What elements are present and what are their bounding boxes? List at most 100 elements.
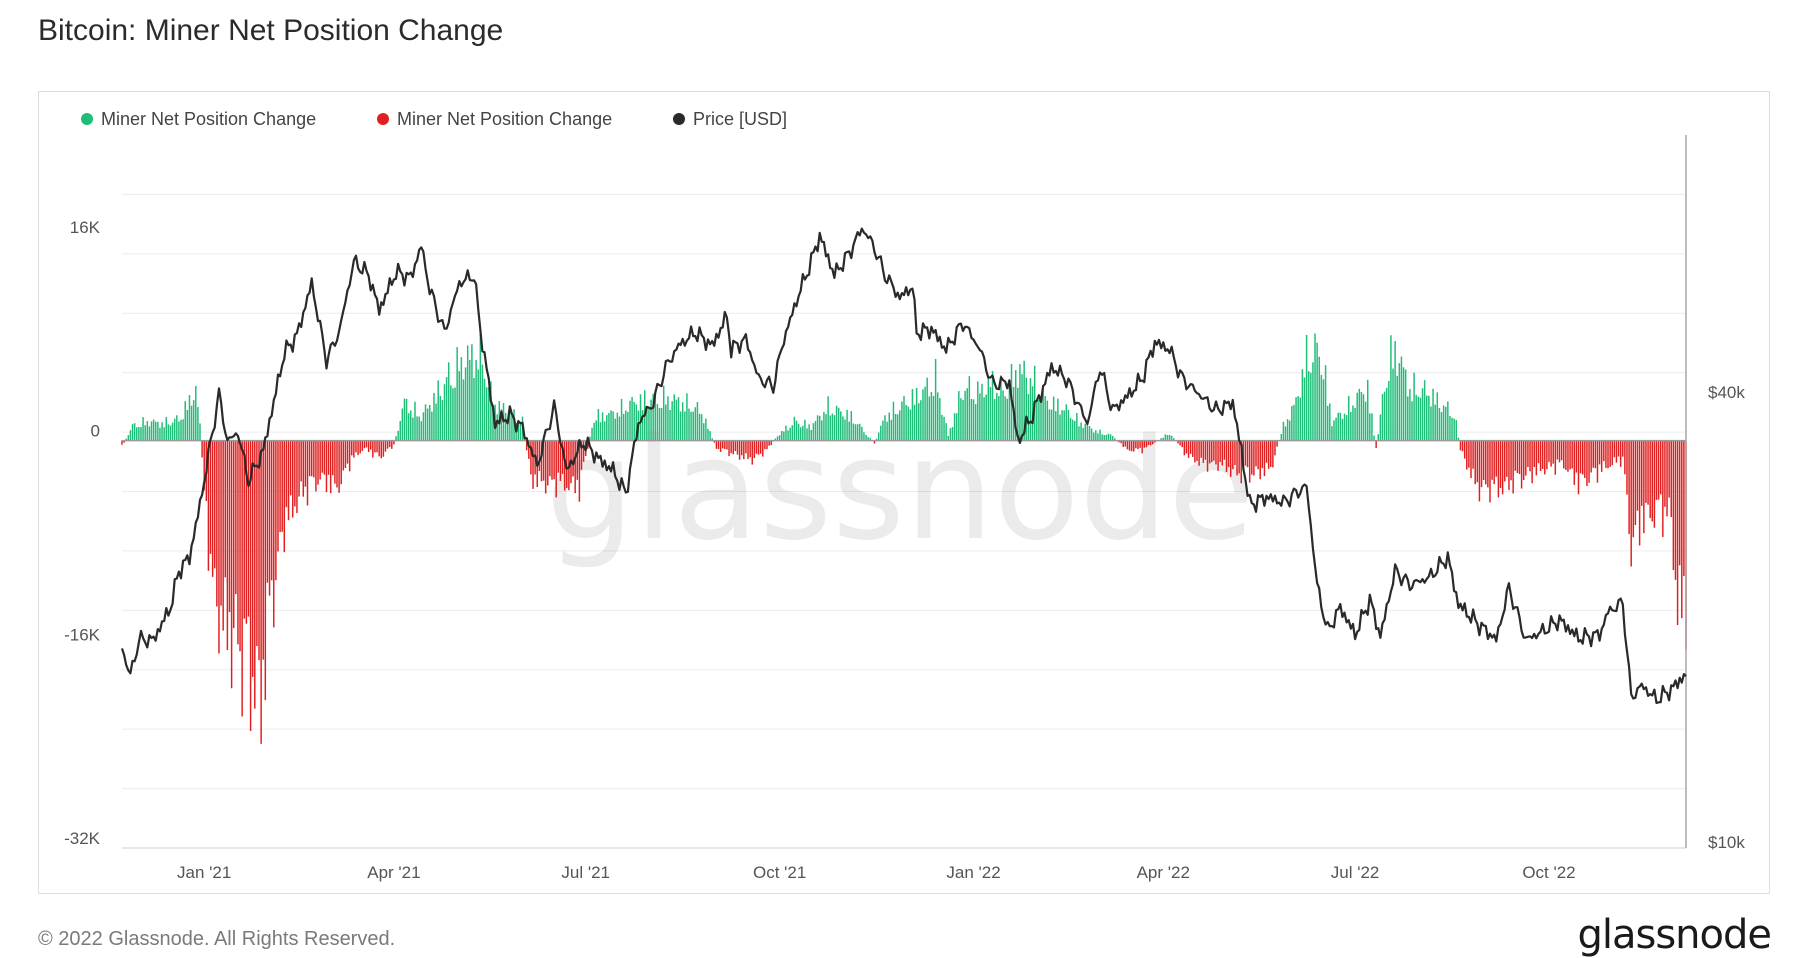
net-position-bar — [129, 430, 132, 441]
net-position-bar — [696, 401, 699, 441]
net-position-bar — [504, 412, 507, 441]
net-position-bar — [721, 440, 724, 449]
legend-label: Miner Net Position Change — [101, 109, 316, 129]
net-position-bar — [610, 410, 612, 441]
net-position-bar — [686, 393, 688, 441]
net-position-bar — [416, 416, 418, 441]
net-position-bar — [1181, 440, 1183, 448]
y-right-tick-label: $10k — [1708, 833, 1745, 852]
net-position-bar — [669, 410, 671, 441]
net-position-bar — [561, 440, 564, 474]
net-position-bar — [500, 409, 503, 441]
net-position-bar — [690, 411, 692, 441]
net-position-bar — [1609, 440, 1611, 467]
net-position-bar — [378, 440, 380, 457]
net-position-bar — [840, 411, 842, 441]
net-position-bar — [365, 440, 368, 448]
price-line — [120, 227, 1687, 704]
net-position-bar — [1270, 440, 1272, 467]
net-position-bar — [167, 424, 170, 441]
net-position-bar — [1173, 438, 1175, 441]
legend-marker-icon — [81, 113, 93, 125]
net-position-bar — [1584, 440, 1586, 479]
net-position-bar — [1248, 440, 1251, 483]
net-position-bar — [1280, 433, 1283, 441]
net-position-bar — [745, 440, 747, 454]
net-position-bar — [947, 435, 950, 441]
net-position-bar — [804, 419, 806, 441]
net-position-bar — [443, 384, 446, 441]
net-position-bar — [1065, 404, 1068, 441]
net-position-bar — [1531, 440, 1533, 484]
net-position-bar — [481, 364, 484, 441]
net-position-bar — [1333, 420, 1335, 441]
net-position-bar — [907, 406, 909, 441]
net-position-bar — [926, 377, 928, 441]
net-position-bar — [1369, 413, 1371, 441]
net-position-bar — [1288, 420, 1291, 441]
net-position-bar — [1554, 440, 1557, 475]
net-position-bar — [140, 427, 142, 441]
net-position-bar — [1466, 440, 1468, 470]
net-position-bar — [717, 440, 720, 450]
y-right-tick-label: $40k — [1708, 383, 1745, 402]
net-position-bar — [743, 440, 745, 460]
net-position-bar — [597, 409, 600, 441]
net-position-bar — [1468, 440, 1470, 468]
net-position-bar — [618, 416, 621, 441]
net-position-bar — [1426, 395, 1428, 441]
net-position-bar — [199, 423, 201, 441]
net-position-bar — [230, 440, 233, 689]
chart-frame — [38, 91, 1770, 894]
net-position-bar — [538, 440, 541, 472]
net-position-bar — [1025, 377, 1027, 441]
net-position-bar — [1598, 440, 1601, 465]
net-position-bar — [1371, 413, 1373, 441]
net-position-bar — [1133, 440, 1135, 452]
net-position-bar — [1316, 342, 1318, 441]
net-position-bar — [1143, 440, 1146, 448]
net-position-bar — [1657, 440, 1660, 500]
net-position-bar — [776, 436, 779, 441]
net-position-bar — [730, 440, 732, 454]
net-position-bar — [1105, 434, 1108, 441]
net-position-bar — [207, 440, 210, 571]
net-position-bar — [285, 440, 288, 508]
net-position-bar — [308, 440, 311, 477]
net-position-bar — [1318, 356, 1320, 441]
net-position-bar — [254, 440, 256, 709]
net-position-bar — [627, 411, 629, 441]
net-position-bar — [587, 440, 589, 449]
net-position-bar — [1061, 410, 1063, 441]
net-position-bar — [1548, 440, 1550, 462]
net-position-bar — [1071, 419, 1074, 441]
net-position-bar — [631, 397, 633, 441]
net-position-bar — [896, 414, 899, 441]
net-position-bar — [1659, 440, 1662, 495]
net-position-bar — [964, 390, 966, 441]
net-position-bar — [1544, 440, 1546, 475]
net-position-bar — [1605, 440, 1607, 468]
net-position-bar — [509, 411, 511, 441]
net-position-bar — [998, 396, 1000, 441]
net-position-bar — [348, 440, 351, 472]
net-position-bar — [220, 440, 222, 606]
net-position-bar — [1474, 440, 1476, 485]
net-position-bar — [1546, 440, 1548, 470]
net-position-bar — [332, 440, 334, 476]
net-position-bar — [1461, 440, 1464, 452]
net-position-bar — [447, 362, 450, 441]
net-position-bar — [1487, 440, 1489, 488]
net-position-bar — [850, 411, 853, 441]
net-position-bar — [814, 421, 817, 441]
net-position-bar — [1510, 440, 1512, 481]
net-position-bar — [1432, 388, 1434, 441]
net-position-bar — [431, 411, 433, 441]
net-position-bar — [1672, 440, 1675, 571]
net-position-bar — [633, 401, 635, 441]
net-position-bar — [892, 401, 895, 441]
net-position-bar — [681, 402, 684, 441]
net-position-bar — [1350, 411, 1352, 441]
net-position-bar — [1577, 440, 1580, 495]
net-position-bar — [1019, 364, 1021, 441]
